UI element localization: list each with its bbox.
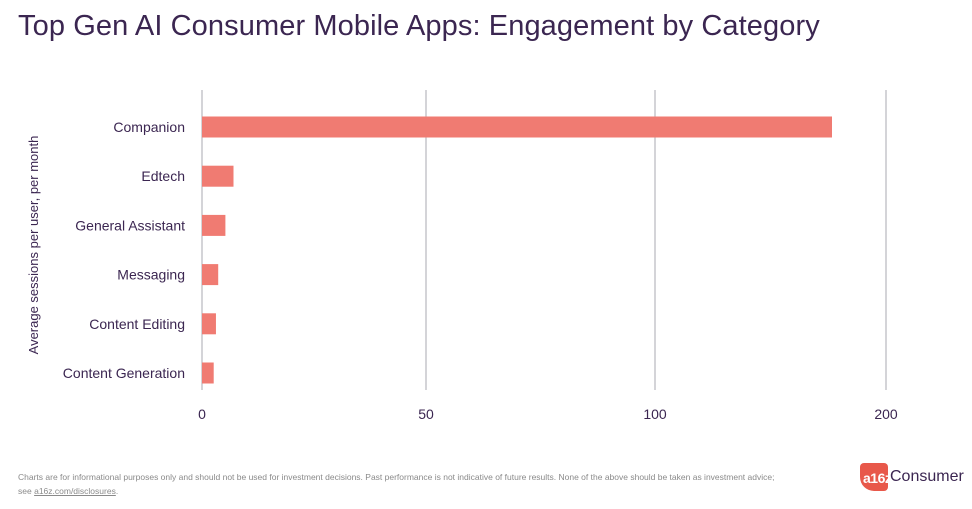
bar [202,165,234,187]
disclaimer-end: . [115,486,119,496]
x-tick-label: 100 [643,406,667,422]
category-label: Messaging [117,267,185,283]
bar [202,264,219,286]
x-tick-label: 0 [198,406,206,422]
category-label: Content Generation [63,365,185,381]
consumer-logo-text: Consumer [890,468,964,485]
x-tick-label: 50 [418,406,434,422]
bar-chart: 0 50 100 200 Companion Edtech General Assistan… [26,90,898,422]
a16z-logo-mark: a16z [860,463,892,491]
disclaimer-text: Charts are for informational purposes on… [18,472,775,496]
a16z-logo-text: a16z [863,470,892,486]
bar [202,362,214,384]
disclosures-link[interactable]: a16z.com/disclosures [34,486,116,496]
category-label: General Assistant [75,217,185,233]
bar [202,116,832,138]
category-label: Edtech [141,168,185,184]
bar [202,313,216,335]
x-tick-label: 200 [874,406,898,422]
chart-title: Top Gen AI Consumer Mobile Apps: Engagem… [18,10,820,42]
category-label: Companion [113,119,185,135]
category-label: Content Editing [89,316,185,332]
disclaimer-footer: Charts are for informational purposes on… [18,470,778,498]
bar [202,214,226,236]
y-axis-label: Average sessions per user, per month [26,136,41,355]
